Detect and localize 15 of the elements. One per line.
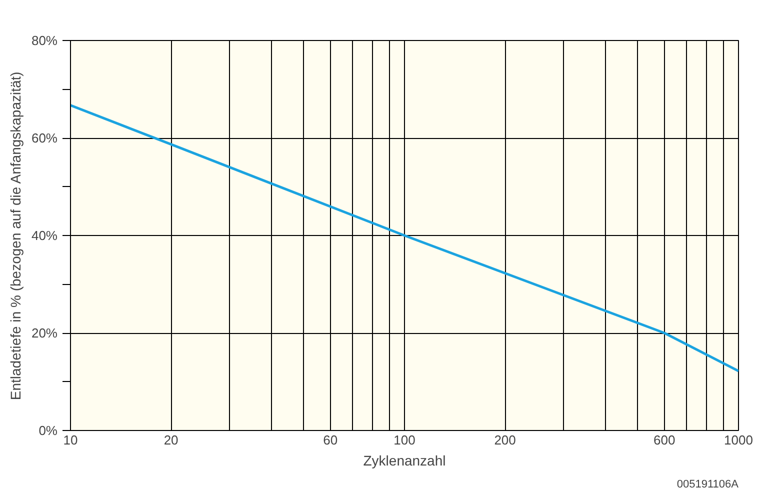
y-tick-label: 0% [38,423,58,438]
x-tick-label: 600 [654,432,676,448]
x-tick-label: 1000 [724,432,753,448]
x-axis-title: Zyklenanzahl [363,452,446,468]
text: 005191106A [676,478,740,490]
x-tick-label: 20 [164,432,178,448]
y-axis-title: Entladetiefe in % (bezogen auf die Anfangskapazität) [7,72,24,400]
y-tick-label: 80% [31,33,58,48]
y-tick-label: 40% [31,228,58,243]
y-tick-label: 20% [31,326,58,340]
x-tick-label: 100 [394,432,416,448]
x-tick-label: 200 [494,432,516,448]
y-tick-label: 60% [31,130,58,146]
x-tick-label: 10 [63,432,78,448]
x-tick-label: 60 [323,432,338,448]
